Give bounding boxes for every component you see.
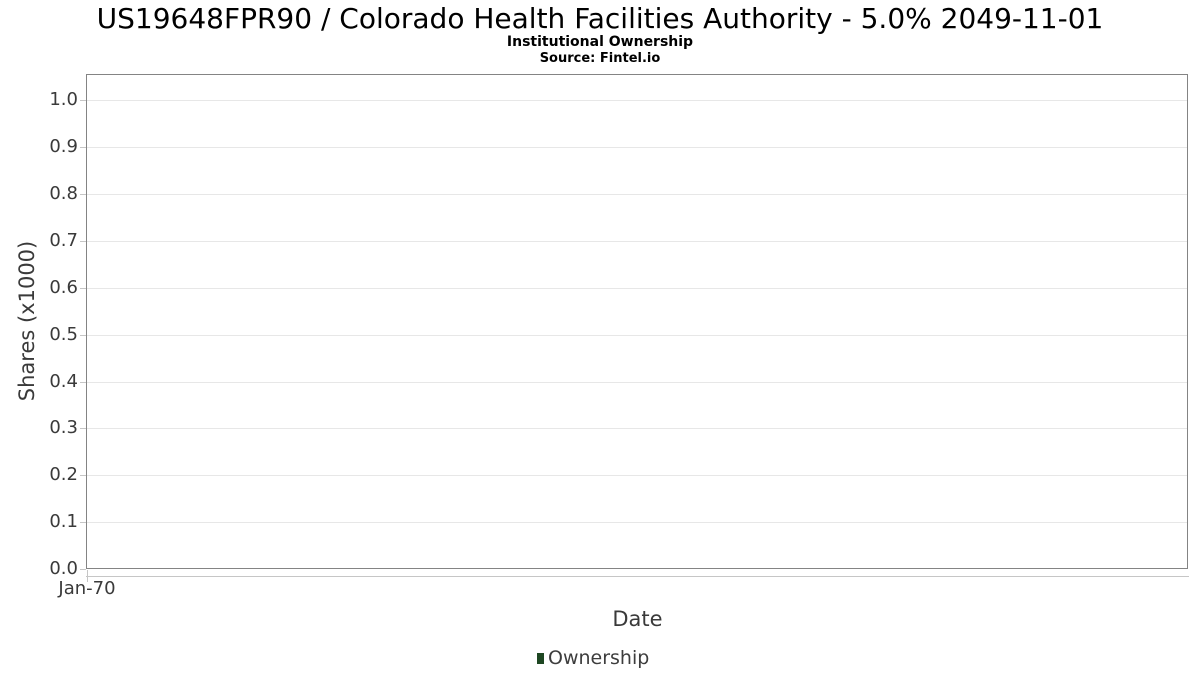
plot-area [86,74,1188,569]
y-tick-mark [80,569,86,570]
legend-label-ownership: Ownership [548,647,650,669]
y-tick-label: 0.4 [49,371,78,392]
gridline [87,288,1187,289]
gridline [87,147,1187,148]
x-tick-label: Jan-70 [58,578,116,599]
gridline [87,428,1187,429]
y-tick-label: 0.3 [49,417,78,438]
y-tick-label: 0.1 [49,511,78,532]
y-tick-mark [80,382,86,383]
y-tick-mark [80,335,86,336]
gridline [87,335,1187,336]
y-tick-label: 1.0 [49,89,78,110]
gridline [87,241,1187,242]
y-tick-label: 0.8 [49,183,78,204]
gridline [87,382,1187,383]
y-tick-mark [80,288,86,289]
y-tick-label: 0.7 [49,230,78,251]
gridline [87,194,1187,195]
gridline [87,522,1187,523]
y-tick-mark [80,428,86,429]
y-tick-mark [80,241,86,242]
legend-marker-ownership [537,652,544,664]
x-tick-mark [87,570,88,582]
y-tick-mark [80,147,86,148]
gridline [87,100,1187,101]
chart-subtitle: Institutional Ownership [506,34,694,50]
legend: Ownership [537,646,649,670]
y-tick-label: 0.6 [49,277,78,298]
gridline [87,475,1187,476]
y-tick-label: 0.5 [49,324,78,345]
chart-source-caption: Source: Fintel.io [539,51,661,66]
y-tick-label: 0.9 [49,136,78,157]
y-tick-mark [80,522,86,523]
y-tick-label: 0.0 [49,558,78,579]
y-tick-label: 0.2 [49,464,78,485]
x-axis-line [86,576,1189,577]
chart-title: US19648FPR90 / Colorado Health Facilitie… [96,2,1104,35]
y-tick-mark [80,100,86,101]
y-tick-mark [80,194,86,195]
y-tick-mark [80,475,86,476]
x-axis-title: Date [612,607,663,631]
